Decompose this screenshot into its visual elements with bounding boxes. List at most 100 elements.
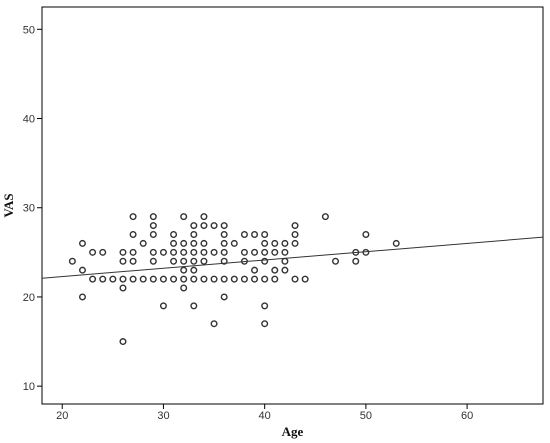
data-point: [129, 213, 137, 221]
data-point: [220, 222, 228, 230]
data-point: [321, 213, 329, 221]
data-point: [129, 248, 137, 256]
data-point: [352, 257, 360, 265]
data-point: [190, 257, 198, 265]
data-point: [281, 239, 289, 247]
y-tick-label: 10: [23, 381, 35, 393]
data-point: [68, 257, 76, 265]
data-point: [200, 213, 208, 221]
x-tick-label: 60: [461, 410, 473, 422]
data-point: [180, 257, 188, 265]
data-point: [119, 338, 127, 346]
data-point: [271, 266, 279, 274]
data-point: [159, 275, 167, 283]
data-point: [99, 275, 107, 283]
data-point: [220, 257, 228, 265]
data-point: [119, 257, 127, 265]
x-axis-label: Age: [282, 424, 304, 439]
data-point: [149, 248, 157, 256]
data-point: [261, 275, 269, 283]
y-tick-label: 30: [23, 203, 35, 215]
data-point: [190, 275, 198, 283]
data-point: [271, 275, 279, 283]
data-point: [149, 222, 157, 230]
data-point: [210, 275, 218, 283]
data-point: [291, 239, 299, 247]
data-point: [251, 230, 259, 238]
data-point: [139, 239, 147, 247]
data-point: [190, 230, 198, 238]
data-point: [190, 222, 198, 230]
data-point: [271, 239, 279, 247]
data-point: [200, 275, 208, 283]
data-point: [240, 275, 248, 283]
data-point: [78, 239, 86, 247]
data-point: [281, 266, 289, 274]
data-point: [139, 275, 147, 283]
data-point: [109, 275, 117, 283]
data-point: [190, 248, 198, 256]
data-point: [159, 248, 167, 256]
data-point: [149, 275, 157, 283]
data-point: [190, 266, 198, 274]
data-point: [170, 230, 178, 238]
data-point: [240, 248, 248, 256]
data-point: [119, 284, 127, 292]
data-point: [220, 248, 228, 256]
data-point: [261, 230, 269, 238]
data-point: [170, 248, 178, 256]
data-point: [170, 257, 178, 265]
data-point: [220, 239, 228, 247]
data-point: [89, 275, 97, 283]
data-point: [180, 248, 188, 256]
x-tick-label: 50: [360, 410, 372, 422]
data-point: [352, 248, 360, 256]
x-tick-label: 40: [259, 410, 271, 422]
x-axis-ticks: 20 30 40 50 60: [56, 404, 473, 422]
data-point: [210, 248, 218, 256]
plot-area-frame: [41, 6, 544, 405]
data-point: [291, 230, 299, 238]
data-point: [261, 248, 269, 256]
data-point: [261, 257, 269, 265]
data-point: [261, 320, 269, 328]
data-point: [119, 275, 127, 283]
data-point: [170, 275, 178, 283]
data-point: [220, 293, 228, 301]
data-point: [281, 257, 289, 265]
data-point: [251, 275, 259, 283]
data-point: [89, 248, 97, 256]
y-tick-label: 20: [23, 292, 35, 304]
data-point: [261, 239, 269, 247]
y-tick-label: 50: [23, 24, 35, 36]
data-point: [149, 213, 157, 221]
data-point: [190, 302, 198, 310]
y-tick-label: 40: [23, 114, 35, 126]
data-point: [149, 257, 157, 265]
data-point: [149, 230, 157, 238]
data-point: [362, 230, 370, 238]
data-point: [281, 248, 289, 256]
data-point: [332, 257, 340, 265]
data-point: [180, 266, 188, 274]
data-point: [240, 230, 248, 238]
data-point: [251, 266, 259, 274]
data-point: [180, 239, 188, 247]
data-point: [129, 275, 137, 283]
data-points: [68, 213, 400, 346]
data-point: [251, 248, 259, 256]
data-point: [190, 239, 198, 247]
data-point: [200, 248, 208, 256]
data-point: [210, 222, 218, 230]
data-point: [230, 239, 238, 247]
data-point: [271, 248, 279, 256]
data-point: [240, 257, 248, 265]
regression-line: [41, 236, 544, 279]
data-point: [230, 275, 238, 283]
data-point: [180, 275, 188, 283]
data-point: [220, 230, 228, 238]
x-tick-label: 20: [56, 410, 68, 422]
data-point: [78, 293, 86, 301]
